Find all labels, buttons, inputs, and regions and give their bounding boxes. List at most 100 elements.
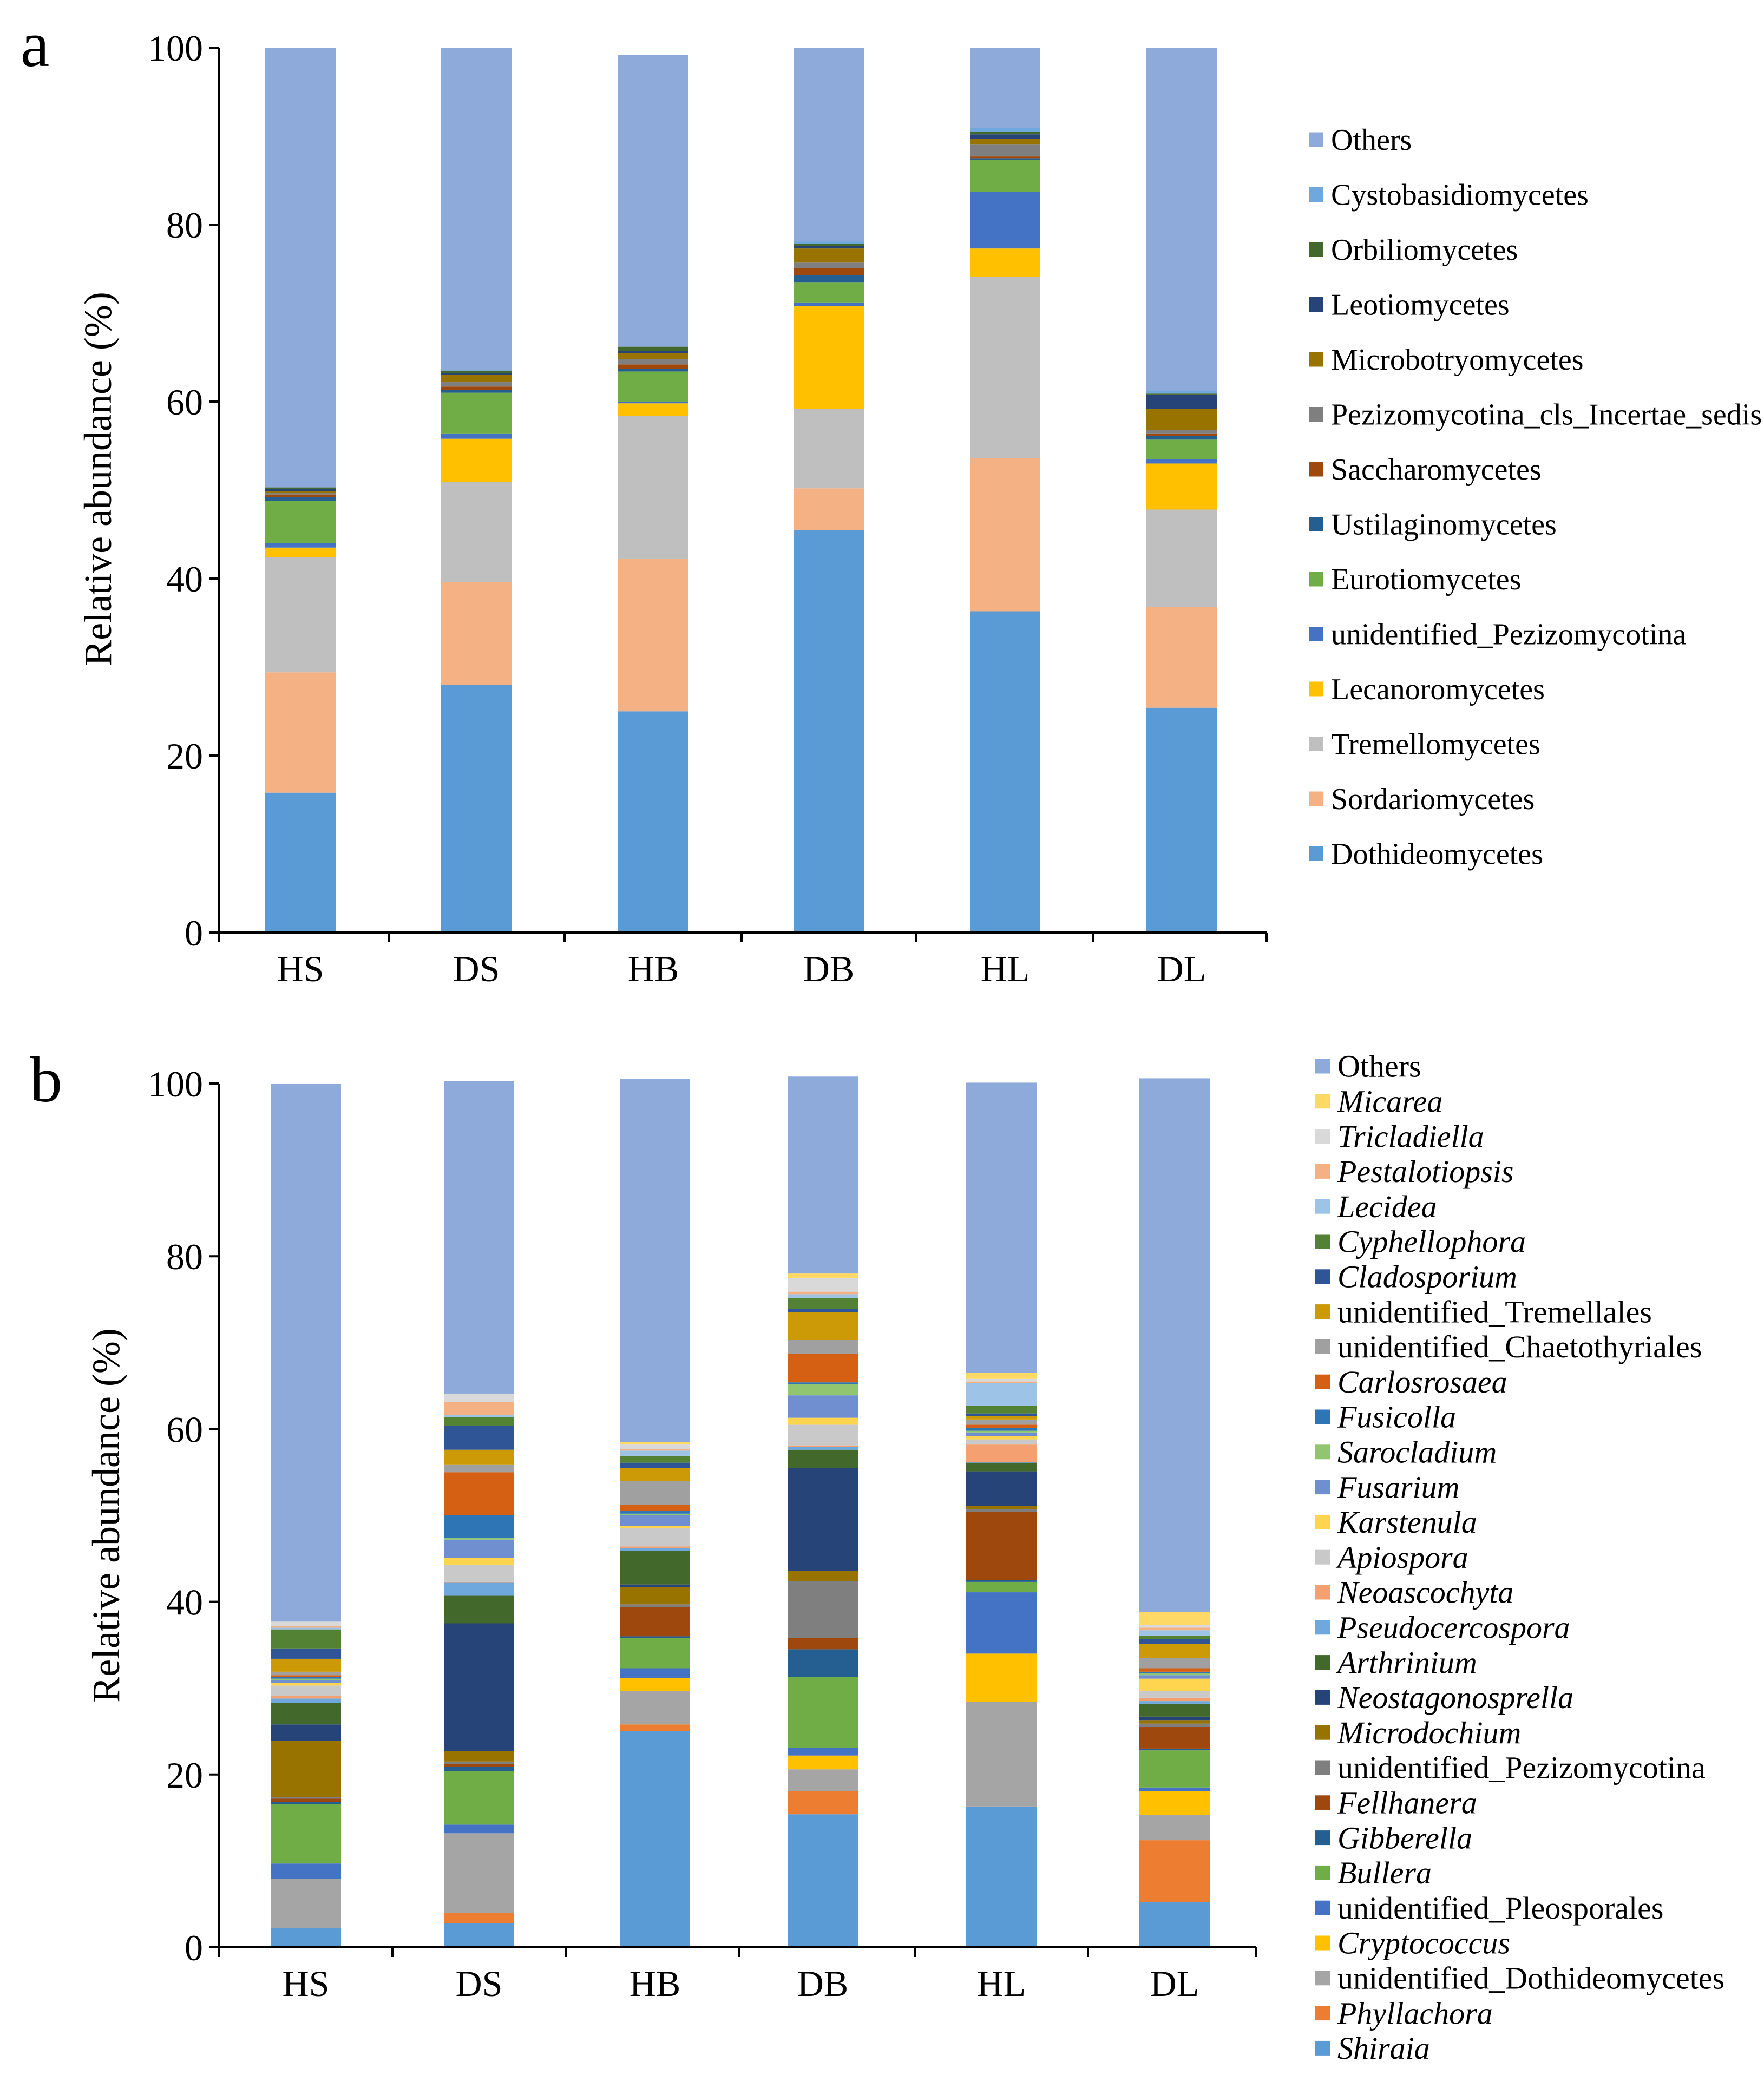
- panel-b-y-tick-label-0: 0: [185, 1927, 203, 1968]
- bar-b-db-shiraia: [788, 1814, 858, 1947]
- bar-b-db-sarocladium: [788, 1384, 858, 1396]
- legend-swatch-b-apiospora: [1315, 1549, 1330, 1565]
- bar-b-db-arthrinium: [788, 1449, 858, 1468]
- bar-b-hs-tricladiella: [271, 1621, 341, 1626]
- panel-a-y-tick-label-20: 20: [166, 736, 203, 777]
- legend-swatch-b-bullera: [1315, 1865, 1330, 1880]
- legend-swatch-a-leotiomycetes: [1309, 297, 1323, 312]
- bar-a-dl-leotiomycetes: [1146, 394, 1217, 409]
- panel-a-x-label-dl: DL: [1157, 948, 1206, 989]
- bar-a-ds-lecanoromycetes: [441, 438, 512, 482]
- bar-a-db-unidentified-pezizomycotina: [794, 302, 864, 306]
- legend-label-a-cystobasidiomycetes: Cystobasidiomycetes: [1331, 179, 1589, 212]
- bar-b-hl-fusicolla: [966, 1428, 1037, 1431]
- bar-a-hl-microbotryomycetes: [970, 139, 1040, 145]
- panel-a-y-tick-label-80: 80: [166, 205, 203, 246]
- legend-label-b-bullera: Bullera: [1337, 1855, 1432, 1890]
- bar-b-hl-karstenula: [966, 1436, 1037, 1440]
- legend-swatch-b-unidentified-dothideomycetes: [1315, 1971, 1330, 1986]
- bar-b-hl-unidentified-dothideomycetes: [966, 1702, 1037, 1807]
- bar-a-hb-lecanoromycetes: [618, 403, 688, 416]
- legend-label-a-lecanoromycetes: Lecanoromycetes: [1331, 673, 1545, 706]
- bar-b-hl-unidentified-chaetothyriales: [966, 1419, 1037, 1425]
- bar-a-hl-eurotiomycetes: [970, 160, 1040, 192]
- legend-label-b-pestalotiopsis: Pestalotiopsis: [1337, 1154, 1513, 1189]
- bar-b-hb-neostagonosprella: [620, 1584, 690, 1587]
- bar-b-hb-microdochium: [620, 1587, 690, 1605]
- legend-swatch-a-tremellomycetes: [1309, 737, 1323, 751]
- legend-label-b-fusarium: Fusarium: [1337, 1469, 1460, 1505]
- bar-a-ds-tremellomycetes: [441, 482, 512, 582]
- bar-a-hl-leotiomycetes: [970, 134, 1040, 139]
- bar-b-db-karstenula: [788, 1417, 858, 1425]
- bar-b-hb-unidentified-tremellales: [620, 1468, 690, 1481]
- bar-a-ds-eurotiomycetes: [441, 392, 512, 434]
- panel-a: a Relative abundance (%) 0 20 40 60 80 100 HS D…: [21, 8, 1762, 989]
- bar-a-hl-saccharomycetes: [970, 156, 1040, 159]
- bar-b-dl-phyllachora: [1139, 1840, 1210, 1903]
- panel-a-y-tick-label-60: 60: [166, 382, 203, 423]
- legend-swatch-b-arthrinium: [1315, 1655, 1330, 1670]
- legend-label-b-cladosporium: Cladosporium: [1337, 1259, 1517, 1295]
- bar-a-hb-tremellomycetes: [618, 416, 688, 560]
- bar-a-hb-dothideomycetes: [618, 711, 688, 933]
- bar-b-hl-neoascochyta: [966, 1444, 1037, 1462]
- bar-b-ds-unidentified-pezizomycotina: [444, 1761, 514, 1764]
- legend-swatch-b-tricladiella: [1315, 1129, 1330, 1144]
- bar-b-hs-karstenula: [271, 1683, 341, 1686]
- panel-a-legend: Others Cystobasidiomycetes Orbiliomycetes L…: [1309, 123, 1762, 871]
- legend-label-b-phyllachora: Phyllachora: [1337, 1995, 1493, 2031]
- bar-b-db-carlosrosaea: [788, 1354, 858, 1383]
- bar-b-dl-pseudocercospora: [1139, 1701, 1210, 1704]
- legend-label-b-shiraia: Shiraia: [1337, 2031, 1430, 2066]
- bar-b-hl-pseudocercospora: [966, 1462, 1037, 1463]
- legend-swatch-a-others: [1309, 132, 1323, 147]
- legend-swatch-b-carlosrosaea: [1315, 1374, 1330, 1389]
- legend-label-a-orbiliomycetes: Orbiliomycetes: [1331, 233, 1518, 267]
- bar-b-db-lecidea: [788, 1294, 858, 1298]
- legend-swatch-b-micarea: [1315, 1094, 1330, 1109]
- bar-b-hb-neoascochyta: [620, 1546, 690, 1548]
- legend-label-a-dothideomycetes: Dothideomycetes: [1331, 838, 1543, 871]
- bar-b-dl-unidentified-pleosporales: [1139, 1787, 1210, 1791]
- panel-b-x-label-dl: DL: [1150, 1963, 1199, 2004]
- bar-b-dl-unidentified-pezizomycotina: [1139, 1723, 1210, 1728]
- bar-b-dl-carlosrosaea: [1139, 1668, 1210, 1672]
- bar-b-hb-fusarium: [620, 1515, 690, 1526]
- bar-b-ds-neostagonosprella: [444, 1623, 514, 1751]
- bar-b-ds-shiraia: [444, 1923, 514, 1947]
- legend-swatch-a-sordariomycetes: [1309, 791, 1323, 806]
- bar-a-dl-lecanoromycetes: [1146, 463, 1217, 510]
- bar-b-hl-unidentified-tremellales: [966, 1416, 1037, 1420]
- legend-label-a-eurotiomycetes: Eurotiomycetes: [1331, 563, 1521, 596]
- bar-b-hb-carlosrosaea: [620, 1505, 690, 1512]
- panel-b-y-tick-label-80: 80: [166, 1236, 203, 1277]
- legend-label-b-neoascochyta: Neoascochyta: [1337, 1575, 1513, 1610]
- legend-swatch-b-unidentified-chaetothyriales: [1315, 1339, 1330, 1354]
- bar-b-hb-micarea: [620, 1442, 690, 1445]
- panel-b-y-tick-label-60: 60: [166, 1409, 203, 1450]
- bar-b-hl-fellhanera: [966, 1512, 1037, 1580]
- bar-a-hl-pezizomycotina-cls-incertae-sedis: [970, 144, 1040, 157]
- bar-b-db-unidentified-chaetothyriales: [788, 1340, 858, 1354]
- panel-a-x-label-hl: HL: [981, 948, 1030, 989]
- panel-b-x-label-hs: HS: [283, 1963, 330, 2004]
- bar-a-db-ustilaginomycetes: [794, 275, 864, 283]
- bar-b-hl-lecidea: [966, 1383, 1037, 1406]
- bar-b-hl-cryptococcus: [966, 1653, 1037, 1702]
- bar-b-dl-unidentified-tremellales: [1139, 1644, 1210, 1658]
- legend-swatch-b-phyllachora: [1315, 2006, 1330, 2021]
- panel-b-y-tick-label-20: 20: [166, 1755, 203, 1796]
- bar-a-hl-dothideomycetes: [970, 611, 1040, 933]
- bar-b-dl-pestalotiopsis: [1139, 1627, 1210, 1631]
- legend-swatch-b-neostagonosprella: [1315, 1690, 1330, 1705]
- bar-a-ds-cystobasidiomycetes: [441, 370, 512, 371]
- bar-b-dl-karstenula: [1139, 1678, 1210, 1691]
- bar-b-dl-neostagonosprella: [1139, 1716, 1210, 1721]
- bar-b-hs-fusarium: [271, 1680, 341, 1683]
- bar-b-db-micarea: [788, 1273, 858, 1278]
- bar-a-hs-others: [265, 48, 336, 488]
- bar-b-dl-sarocladium: [1139, 1673, 1210, 1676]
- bar-b-db-fellhanera: [788, 1638, 858, 1650]
- bar-a-hb-pezizomycotina-cls-incertae-sedis: [618, 359, 688, 365]
